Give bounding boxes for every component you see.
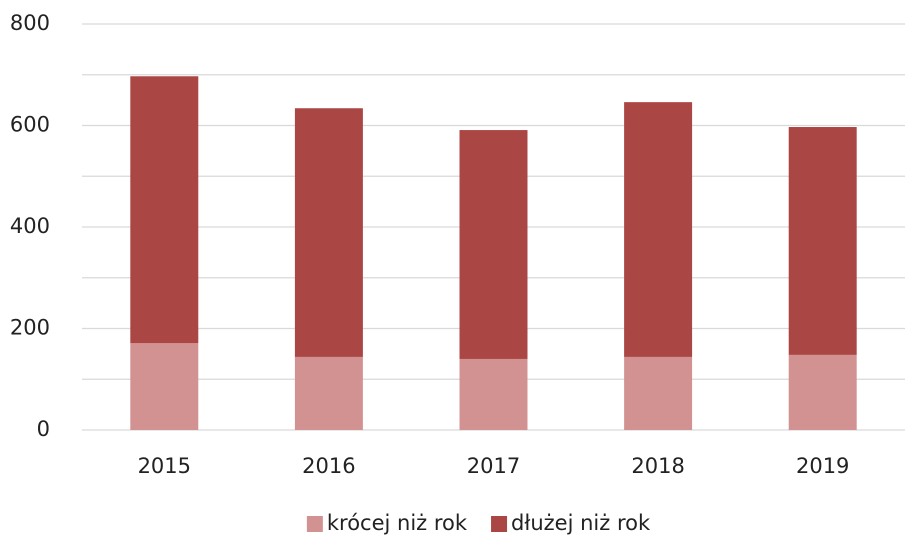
bar-segment: [130, 76, 199, 344]
bar-segment: [788, 354, 857, 430]
x-tick-label: 2016: [302, 454, 355, 478]
bar-segment: [788, 127, 857, 355]
x-tick-label: 2017: [467, 454, 520, 478]
y-tick-label: 0: [37, 417, 50, 441]
y-tick-label: 600: [10, 113, 50, 137]
bar-segment: [294, 108, 363, 357]
y-tick-label: 200: [10, 316, 50, 340]
bar-segment: [459, 130, 528, 359]
x-tick-label: 2015: [138, 454, 191, 478]
bar-segment: [294, 356, 363, 430]
legend-label: dłużej niż rok: [511, 511, 651, 535]
x-tick-label: 2018: [631, 454, 684, 478]
bar-segment: [624, 102, 693, 357]
x-tick-label: 2019: [796, 454, 849, 478]
legend-swatch: [491, 516, 508, 532]
legend-swatch: [306, 516, 323, 532]
bar-segment: [624, 356, 693, 430]
legend-label: krócej niż rok: [327, 511, 468, 535]
y-tick-label: 400: [10, 214, 50, 238]
y-tick-label: 800: [10, 11, 50, 35]
bar-segment: [459, 358, 528, 430]
bar-segment: [130, 343, 199, 430]
